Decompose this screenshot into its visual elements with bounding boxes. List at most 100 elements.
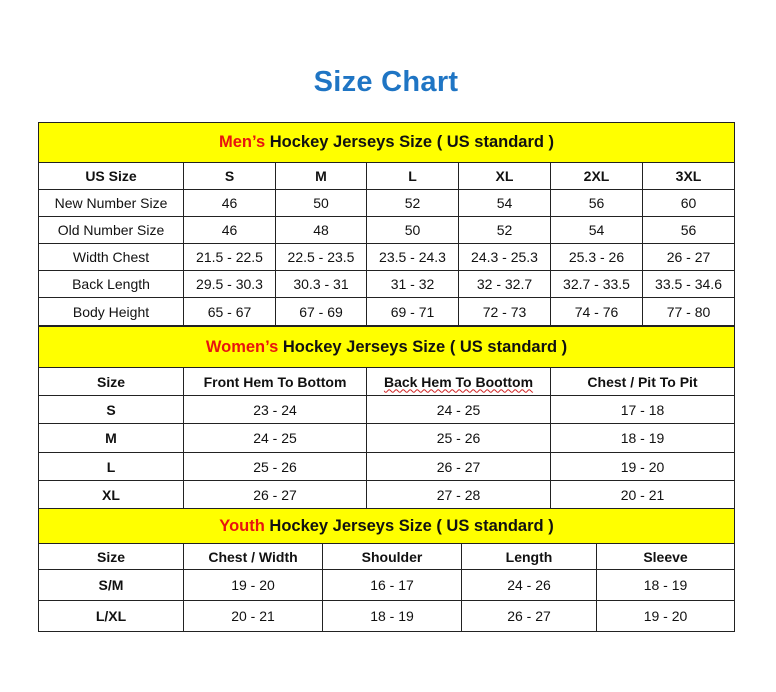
column-header: Size (38, 543, 184, 570)
table-cell: 29.5 - 30.3 (183, 270, 276, 298)
table-row: M 24 - 25 25 - 26 18 - 19 (38, 423, 736, 453)
column-header-label: Chest / Width (208, 548, 298, 565)
table-cell: 30.3 - 31 (275, 270, 367, 298)
page-title: Size Chart (313, 66, 459, 98)
table-cell: 26 - 27 (641, 243, 736, 271)
table-row: S/M 19 - 20 16 - 17 24 - 26 18 - 19 (38, 569, 736, 601)
row-label: Old Number Size (38, 216, 184, 244)
column-header: Chest / Width (183, 543, 323, 570)
column-header: Shoulder (322, 543, 462, 570)
column-header: Front Hem To Bottom (183, 367, 367, 396)
table-cell: 32 - 32.7 (458, 270, 551, 298)
table-row: Body Height 65 - 67 67 - 69 69 - 71 72 - 73 7… (38, 297, 736, 326)
column-header-label: Size (96, 373, 125, 390)
table-cell: 25 - 26 (183, 452, 367, 481)
table-cell: 52 (366, 189, 459, 217)
heading-accent: Women’s (205, 337, 279, 356)
row-label: L/XL (38, 600, 184, 632)
row-label: S/M (38, 569, 184, 601)
column-header: Chest / Pit To Pit (549, 367, 736, 396)
column-header-row: Size Chest / Width Shoulder Length Sleeve (38, 543, 736, 570)
table-cell: 77 - 80 (641, 297, 736, 326)
column-header-label: M (315, 168, 327, 184)
youth-heading: Youth Hockey Jerseys Size ( US standard … (37, 508, 736, 544)
column-header: L (366, 162, 459, 190)
table-cell: 56 (550, 189, 643, 217)
column-header-label: S (224, 168, 235, 184)
table-row: L 25 - 26 26 - 27 19 - 20 (38, 452, 736, 481)
table-row: Width Chest 21.5 - 22.5 22.5 - 23.5 23.5 - … (38, 243, 736, 271)
column-header: Sleeve (595, 543, 736, 570)
column-header-label: L (408, 168, 417, 184)
column-header-label: US Size (85, 168, 137, 184)
heading-text: Hockey Jerseys Size ( US standard ) (264, 516, 554, 535)
table-cell: 19 - 20 (549, 452, 736, 481)
table-cell: 48 (275, 216, 367, 244)
table-row: Back Length 29.5 - 30.3 30.3 - 31 31 - 32 32… (38, 270, 736, 298)
table-cell: 74 - 76 (550, 297, 643, 326)
table-cell: 24.3 - 25.3 (458, 243, 551, 271)
column-header: M (275, 162, 367, 190)
womens-size-table: Women’s Hockey Jerseys Size ( US standar… (37, 326, 736, 509)
table-cell: 18 - 19 (549, 423, 736, 453)
column-header-label: Sleeve (643, 548, 688, 565)
heading-accent: Men’s (219, 133, 266, 151)
table-row: XL 26 - 27 27 - 28 20 - 21 (38, 480, 736, 509)
table-cell: 23 - 24 (183, 395, 367, 424)
table-cell: 20 - 21 (549, 480, 736, 509)
column-header-label: Chest / Pit To Pit (587, 373, 698, 390)
table-cell: 24 - 26 (461, 569, 597, 601)
youth-size-table: Youth Hockey Jerseys Size ( US standard … (37, 508, 736, 632)
table-row: L/XL 20 - 21 18 - 19 26 - 27 19 - 20 (38, 600, 736, 632)
table-cell: 19 - 20 (595, 600, 736, 632)
row-label: S (38, 395, 184, 424)
table-cell: 56 (641, 216, 736, 244)
women-heading: Women’s Hockey Jerseys Size ( US standar… (37, 326, 736, 368)
table-cell: 17 - 18 (549, 395, 736, 424)
column-header-label: Front Hem To Bottom (203, 373, 347, 390)
table-cell: 22.5 - 23.5 (275, 243, 367, 271)
table-cell: 69 - 71 (366, 297, 459, 326)
row-label: XL (38, 480, 184, 509)
column-header-label: Size (96, 548, 125, 565)
table-cell: 23.5 - 24.3 (366, 243, 459, 271)
mens-size-table: Men’s Hockey Jerseys Size ( US standard … (37, 122, 736, 326)
column-header-row: Size Front Hem To Bottom Back Hem To Boott… (38, 367, 736, 396)
table-cell: 26 - 27 (366, 452, 551, 481)
row-label: M (38, 423, 184, 453)
row-label: L (38, 452, 184, 481)
heading-accent: Youth (219, 516, 265, 535)
table-cell: 72 - 73 (458, 297, 551, 326)
column-header: Size (38, 367, 184, 396)
column-header-label: Shoulder (361, 548, 423, 565)
column-header: 3XL (641, 162, 736, 190)
table-row: New Number Size 46 50 52 54 56 60 (38, 189, 736, 217)
column-header-label: Length (505, 548, 553, 565)
table-cell: 46 (183, 189, 276, 217)
table-row: Old Number Size 46 48 50 52 54 56 (38, 216, 736, 244)
column-header-row: US Size S M L XL 2XL 3XL (38, 162, 736, 190)
men-heading: Men’s Hockey Jerseys Size ( US standard … (37, 122, 736, 163)
table-cell: 24 - 25 (183, 423, 367, 453)
column-header: Length (461, 543, 597, 570)
table-cell: 21.5 - 22.5 (183, 243, 276, 271)
table-cell: 52 (458, 216, 551, 244)
heading-text: Hockey Jerseys Size ( US standard ) (278, 337, 568, 356)
table-cell: 25.3 - 26 (550, 243, 643, 271)
table-cell: 65 - 67 (183, 297, 276, 326)
table-cell: 19 - 20 (183, 569, 323, 601)
table-cell: 50 (366, 216, 459, 244)
row-label: Body Height (38, 297, 184, 326)
table-cell: 67 - 69 (275, 297, 367, 326)
table-cell: 46 (183, 216, 276, 244)
column-header: XL (458, 162, 551, 190)
column-header: S (183, 162, 276, 190)
row-label: New Number Size (38, 189, 184, 217)
table-cell: 27 - 28 (366, 480, 551, 509)
table-cell: 16 - 17 (322, 569, 462, 601)
row-label: Back Length (38, 270, 184, 298)
table-cell: 18 - 19 (322, 600, 462, 632)
table-cell: 18 - 19 (595, 569, 736, 601)
column-header: Back Hem To Boottom (366, 367, 551, 396)
table-cell: 26 - 27 (183, 480, 367, 509)
